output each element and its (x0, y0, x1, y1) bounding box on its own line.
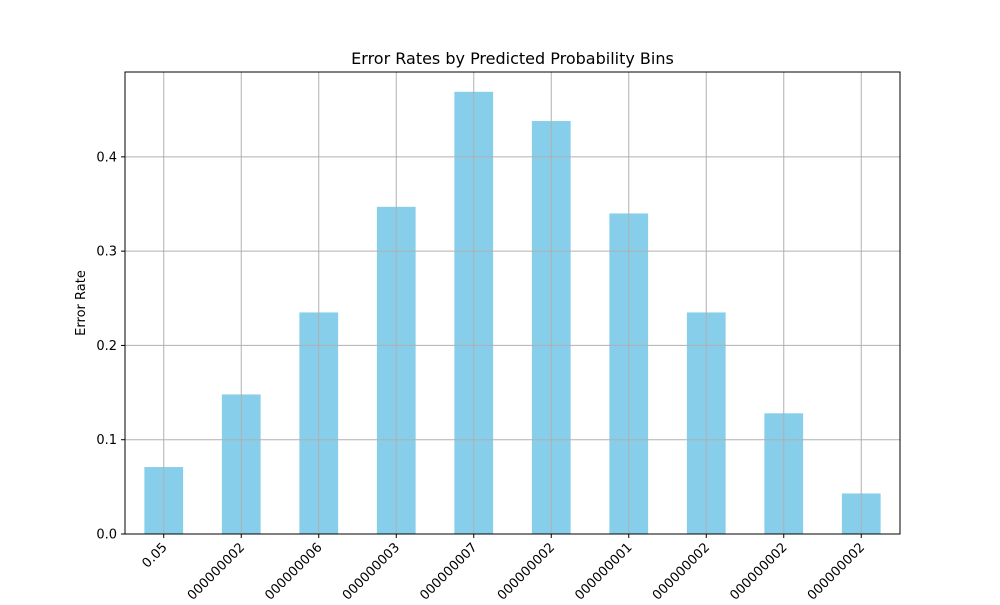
x-tick-label: 000000002 (805, 540, 868, 600)
y-tick-label: 0.4 (96, 150, 117, 165)
y-axis-ticks: 0.0 0.1 0.2 0.3 0.4 (96, 150, 125, 543)
x-tick-label: 0.05 (139, 540, 170, 571)
x-tick-label: 000000003 (340, 540, 403, 600)
x-tick-label: 000000002 (185, 540, 248, 600)
x-tick-label: 000000001 (572, 540, 635, 600)
y-tick-label: 0.1 (96, 433, 117, 448)
y-tick-label: 0.0 (96, 528, 117, 543)
x-tick-label: 000000007 (417, 540, 480, 600)
y-tick-label: 0.2 (96, 339, 117, 354)
chart-title: Error Rates by Predicted Probability Bin… (351, 49, 674, 68)
x-tick-label: 000000002 (495, 540, 558, 600)
y-tick-label: 0.3 (96, 245, 117, 260)
grid-lines (125, 72, 900, 535)
x-tick-label: 000000002 (727, 540, 790, 600)
x-tick-label: 000000002 (650, 540, 713, 600)
x-tick-label: 000000006 (262, 540, 325, 600)
plot-frame (124, 71, 901, 535)
y-axis-label: Error Rate (74, 270, 89, 336)
bars (144, 91, 881, 535)
x-axis-ticks: 0.05 000000002 000000006 000000003 000000007… (139, 534, 868, 603)
